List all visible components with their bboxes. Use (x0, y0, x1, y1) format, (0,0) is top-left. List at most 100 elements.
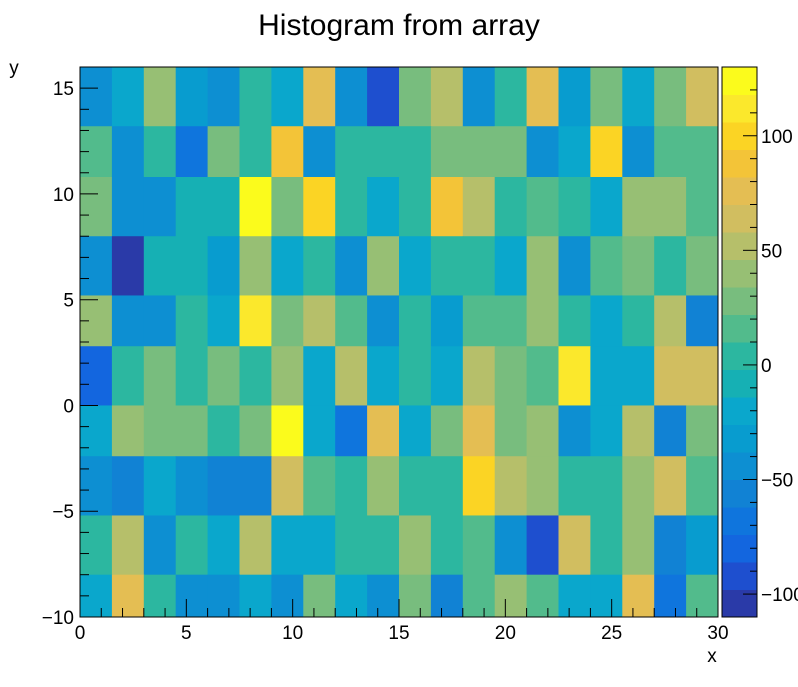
heatmap-cell (271, 177, 304, 237)
heatmap-cell (654, 295, 687, 347)
heatmap-cell (462, 405, 496, 457)
heatmap-cell (558, 574, 591, 618)
heatmap-cell (686, 236, 719, 296)
heatmap-cell (143, 405, 177, 457)
heatmap-cell (558, 295, 591, 347)
heatmap-cell (239, 177, 272, 237)
heatmap-cell (622, 346, 655, 406)
heatmap-cell (175, 177, 209, 237)
heatmap-cell (462, 236, 496, 296)
heatmap-cell (367, 346, 400, 406)
heatmap-cell (622, 177, 655, 237)
heatmap-cell (335, 515, 368, 576)
heatmap-cell (175, 236, 209, 296)
color-scale-step (722, 507, 757, 535)
heatmap-cell (207, 295, 240, 347)
heatmap-cell (367, 295, 400, 347)
heatmap-cell (462, 346, 496, 406)
heatmap-cell (207, 574, 240, 618)
heatmap-cell (462, 67, 496, 127)
heatmap-cell (430, 574, 464, 618)
heatmap-cell (558, 67, 591, 127)
heatmap-cell (367, 67, 400, 127)
heatmap-cell (367, 236, 400, 296)
heatmap-cell (526, 346, 559, 406)
heatmap-cell (335, 236, 368, 296)
heatmap-cell (494, 515, 528, 576)
heatmap-cell (143, 574, 177, 618)
color-scale-label: −100 (761, 585, 798, 606)
heatmap-cell (399, 295, 432, 347)
heatmap-cell (271, 67, 304, 127)
heatmap-cell (207, 126, 240, 178)
heatmap-cell (207, 456, 240, 516)
heatmap-cell (207, 346, 240, 406)
heatmap-cell (558, 126, 591, 178)
heatmap-cell (207, 67, 240, 127)
heatmap-cell (80, 236, 113, 296)
heatmap-cell (335, 456, 368, 516)
heatmap-cell (335, 177, 368, 237)
heatmap-cell (430, 456, 464, 516)
heatmap-cell (271, 405, 304, 457)
heatmap-cell (335, 346, 368, 406)
heatmap-cell (494, 405, 528, 457)
color-scale-step (722, 369, 757, 398)
heatmap-cell (558, 405, 591, 457)
heatmap-cell (399, 405, 432, 457)
heatmap-cell (143, 515, 177, 576)
heatmap-cell (367, 456, 400, 516)
heatmap-cell (494, 126, 528, 178)
heatmap-cell (335, 405, 368, 457)
heatmap-cell (686, 405, 719, 457)
color-scale-step (722, 204, 757, 233)
heatmap-cell (143, 126, 177, 178)
heatmap-cell (303, 236, 336, 296)
heatmap-cell (590, 295, 623, 347)
heatmap-cell (590, 346, 623, 406)
heatmap-cell (526, 67, 559, 127)
heatmap-cell (622, 126, 655, 178)
heatmap-cell (430, 67, 464, 127)
color-scale-bar: −100 −50 0 50 100 (721, 66, 798, 618)
heatmap-cell (526, 126, 559, 178)
color-scale-label: 50 (761, 241, 782, 262)
heatmap-cell (462, 574, 496, 618)
heatmap-cell (111, 405, 145, 457)
heatmap-cell (622, 574, 655, 618)
heatmap-cell (271, 346, 304, 406)
x-tick-label: 25 (601, 623, 622, 644)
heatmap-cell (111, 456, 145, 516)
heatmap-cells (80, 67, 719, 618)
heatmap-cell (654, 126, 687, 178)
heatmap-cell (239, 346, 272, 406)
heatmap-cell (590, 177, 623, 237)
heatmap-cell (494, 177, 528, 237)
heatmap-cell (590, 574, 623, 618)
heatmap-cell (622, 515, 655, 576)
heatmap-cell (111, 177, 145, 237)
color-scale-step (722, 479, 757, 508)
heatmap-cell (271, 236, 304, 296)
heatmap-cell (686, 126, 719, 178)
heatmap-cell (175, 295, 209, 347)
x-tick-label: 15 (388, 623, 409, 644)
heatmap-cell (590, 515, 623, 576)
heatmap-cell (526, 236, 559, 296)
heatmap-cell (239, 236, 272, 296)
heatmap-cell (558, 177, 591, 237)
heatmap-cell (686, 456, 719, 516)
y-axis-label: y (9, 58, 19, 79)
y-tick-label: 15 (53, 79, 74, 100)
heatmap-cell (80, 405, 113, 457)
heatmap-cell (526, 405, 559, 457)
heatmap-cell (111, 574, 145, 618)
heatmap-cell (207, 405, 240, 457)
heatmap-cell (622, 405, 655, 457)
color-scale-step (722, 67, 757, 95)
y-tick-label: 10 (53, 185, 74, 206)
heatmap-cell (80, 177, 113, 237)
heatmap-cell (239, 126, 272, 178)
heatmap-cell (399, 346, 432, 406)
x-tick-label: 10 (282, 623, 303, 644)
